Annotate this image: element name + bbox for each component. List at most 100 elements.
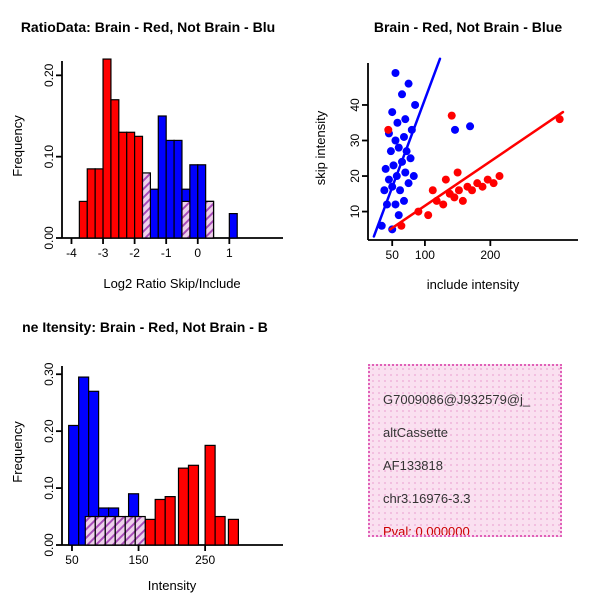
histogram-bar-not-brain-blue [173, 139, 183, 239]
gene-intensity-title: ne Itensity: Brain - Red, Not Brain - B [22, 319, 268, 335]
x-tick-label: 50 [65, 553, 79, 567]
scatter-point-brain-red [428, 186, 437, 195]
panel-gene-intensity-histogram: ne Itensity: Brain - Red, Not Brain - B … [10, 319, 283, 593]
ratio-histogram-y-axis-label: Frequency [10, 115, 25, 177]
x-tick-label: -1 [161, 246, 172, 260]
scatter-point-brain-red [458, 196, 467, 205]
histogram-bar-not-brain-blue [68, 424, 80, 546]
y-tick-label: 0.20 [42, 419, 56, 443]
x-tick-label: -2 [129, 246, 140, 260]
x-tick-label: 250 [195, 553, 215, 567]
scatter-point-not-brain-blue [384, 175, 393, 184]
scatter-point-not-brain-blue [451, 125, 460, 134]
histogram-bar-not-brain-blue [228, 213, 238, 239]
scatter-point-not-brain-blue [411, 100, 420, 109]
histogram-bar-overlap [104, 515, 116, 546]
scatter-point-not-brain-blue [380, 186, 389, 195]
histogram-bar-brain-red [134, 135, 144, 239]
scatter-point-brain-red [454, 186, 463, 195]
scatter-point-not-brain-blue [391, 68, 400, 77]
scatter-point-brain-red [424, 211, 433, 220]
scatter-point-not-brain-blue [386, 147, 395, 156]
histogram-bar-brain-red [204, 444, 216, 546]
histogram-bar-overlap [181, 200, 191, 239]
scatter-x-axis-label: include intensity [427, 277, 520, 292]
panel-ratio-histogram: RatioData: Brain - Red, Not Brain - Blu … [10, 19, 283, 291]
scatter-point-brain-red [453, 168, 462, 177]
scatter-point-not-brain-blue [396, 186, 405, 195]
x-tick-label: 50 [386, 248, 400, 262]
histogram-bar-overlap [205, 200, 215, 239]
scatter-point-brain-red [495, 172, 504, 181]
axes [367, 63, 578, 241]
scatter-point-brain-red [450, 193, 459, 202]
ratio-histogram-plot-area: -4 -3 -2 -1 0 1 0.00 0.10 0.20 [42, 58, 283, 260]
y-tick-label: 20 [348, 169, 362, 183]
histogram-bar-overlap [114, 515, 126, 546]
scatter-point-not-brain-blue [381, 164, 390, 173]
scatter-point-not-brain-blue [391, 200, 400, 209]
scatter-point-not-brain-blue [399, 132, 408, 141]
histogram-bar-brain-red [177, 467, 190, 546]
scatter-point-brain-red [441, 175, 450, 184]
y-tick-label: 0.30 [42, 362, 56, 386]
x-tick-label: 100 [415, 248, 435, 262]
histogram-bar-brain-red [78, 200, 88, 239]
y-tick-label: 40 [348, 98, 362, 112]
scatter-point-not-brain-blue [389, 161, 398, 170]
scatter-point-not-brain-blue [401, 115, 410, 124]
scatter-point-brain-red [439, 200, 448, 209]
histogram-bar-overlap [134, 515, 146, 546]
histogram-bar-overlap [124, 515, 136, 546]
histogram-bar-overlap [94, 515, 106, 546]
info-panel: G7009086@J932579@j_ altCassette AF133818… [368, 364, 562, 537]
scatter-title: Brain - Red, Not Brain - Blue [374, 19, 562, 35]
fit-line-not-brain-blue [372, 57, 442, 238]
info-line-pval: Pval: 0.000000 [383, 524, 470, 537]
scatter-point-brain-red [468, 186, 477, 195]
x-tick-label: -3 [98, 246, 109, 260]
x-tick-label: -4 [66, 246, 77, 260]
histogram-bar-brain-red [110, 99, 120, 239]
fit-line-brain-red [388, 110, 565, 231]
histogram-bar-brain-red [102, 58, 112, 239]
scatter-point-not-brain-blue [393, 118, 402, 127]
scatter-point-not-brain-blue [401, 168, 410, 177]
histogram-bar-not-brain-blue [197, 164, 207, 239]
x-tick-label: 0 [194, 246, 201, 260]
histogram-bar-brain-red [214, 515, 226, 546]
scatter-point-not-brain-blue [399, 196, 408, 205]
y-tick-label: 0.10 [42, 476, 56, 500]
x-tick-label: 1 [226, 246, 233, 260]
scatter-point-brain-red [478, 182, 487, 191]
scatter-point-not-brain-blue [404, 179, 413, 188]
x-tick-label: 200 [480, 248, 500, 262]
scatter-point-not-brain-blue [394, 143, 403, 152]
scatter-point-not-brain-blue [409, 172, 418, 181]
y-tick-label: 0.20 [42, 63, 56, 87]
info-line-chromosome-location: chr3.16976-3.3 [383, 491, 471, 506]
histogram-bar-overlap [84, 515, 96, 546]
ratio-histogram-title: RatioData: Brain - Red, Not Brain - Blu [21, 19, 275, 35]
info-line-splice-type: altCassette [383, 425, 449, 440]
y-tick-label: 0.00 [42, 226, 56, 250]
gene-intensity-x-axis-label: Intensity [148, 578, 197, 593]
scatter-point-not-brain-blue [388, 108, 397, 117]
scatter-point-brain-red [447, 111, 456, 120]
histogram-bar-overlap [141, 172, 151, 239]
histogram-bar-brain-red [164, 496, 176, 546]
scatter-point-not-brain-blue [391, 136, 400, 145]
histogram-bar-not-brain-blue [149, 188, 159, 239]
ratio-histogram-x-axis-label: Log2 Ratio Skip/Include [103, 276, 240, 291]
scatter-y-axis-label: skip intensity [313, 110, 328, 185]
scatter-point-brain-red [483, 175, 492, 184]
histogram-bar-not-brain-blue [157, 115, 167, 239]
scatter-point-not-brain-blue [394, 211, 403, 220]
histogram-bar-brain-red [126, 131, 136, 239]
histogram-bar-not-brain-blue [189, 164, 199, 239]
histogram-bar-brain-red [227, 518, 240, 546]
y-tick-label: 10 [348, 205, 362, 219]
scatter-plot-area: 50 100 200 10 20 30 40 [348, 57, 578, 262]
histogram-bar-brain-red [94, 168, 104, 239]
